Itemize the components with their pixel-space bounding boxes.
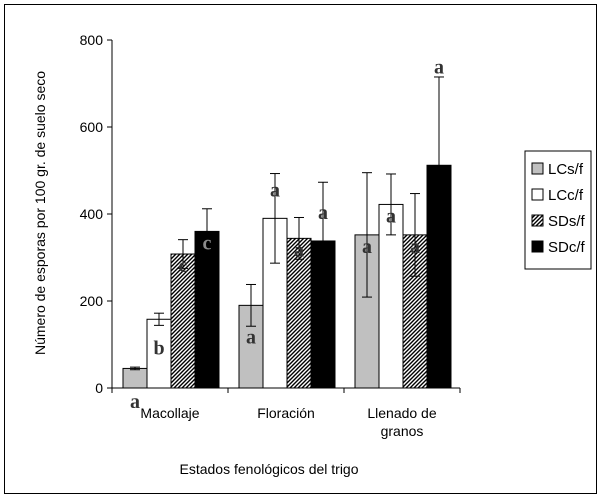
- significance-letter: a: [294, 239, 304, 261]
- significance-letter: a: [362, 236, 372, 258]
- significance-letter: a: [270, 179, 280, 201]
- bar: [286, 237, 312, 389]
- significance-letter: a: [410, 236, 420, 258]
- significance-letter: a: [434, 56, 444, 78]
- legend-label: LCc/f: [548, 187, 584, 204]
- chart-frame: 0 200 400 600 800 Macollaje Floración Llenado d…: [4, 4, 597, 494]
- y-tick-label: 800: [80, 32, 104, 48]
- x-tick-label: Llenado de: [367, 405, 437, 421]
- significance-letter: c: [203, 232, 212, 254]
- bar: [194, 230, 220, 389]
- bar: [170, 253, 196, 389]
- significance-letter: b: [153, 337, 164, 359]
- y-tick-label: 200: [80, 293, 104, 309]
- legend-label: SDs/f: [548, 213, 586, 230]
- bar: [122, 367, 148, 389]
- legend-swatch: [531, 162, 544, 175]
- significance-letter: a: [130, 391, 140, 413]
- legend-swatch: [531, 240, 544, 253]
- significance-letter: a: [246, 326, 256, 348]
- legend-label: SDc/f: [548, 239, 586, 256]
- y-tick-label: 600: [80, 119, 104, 135]
- x-axis-title: Estados fenológicos del trigo: [180, 461, 359, 477]
- legend: LCs/f LCc/f SDs/f SDc/f: [524, 150, 592, 270]
- x-tick-label: granos: [381, 423, 424, 439]
- significance-letter: a: [386, 205, 396, 227]
- bar-chart: 0 200 400 600 800 Macollaje Floración Llenado d…: [32, 32, 592, 477]
- legend-label: LCs/f: [548, 161, 584, 178]
- legend-swatch: [531, 188, 544, 201]
- bar: [146, 318, 172, 389]
- y-axis-title: Número de esporas por 100 gr. de suelo s…: [32, 71, 48, 355]
- y-tick-label: 400: [80, 206, 104, 222]
- x-tick-label: Floración: [257, 405, 315, 421]
- y-tick-label: 0: [95, 380, 103, 396]
- significance-letter: a: [318, 202, 328, 224]
- x-tick-label: Macollaje: [140, 405, 199, 421]
- legend-swatch: [531, 214, 544, 227]
- significance-letter: c: [179, 255, 188, 277]
